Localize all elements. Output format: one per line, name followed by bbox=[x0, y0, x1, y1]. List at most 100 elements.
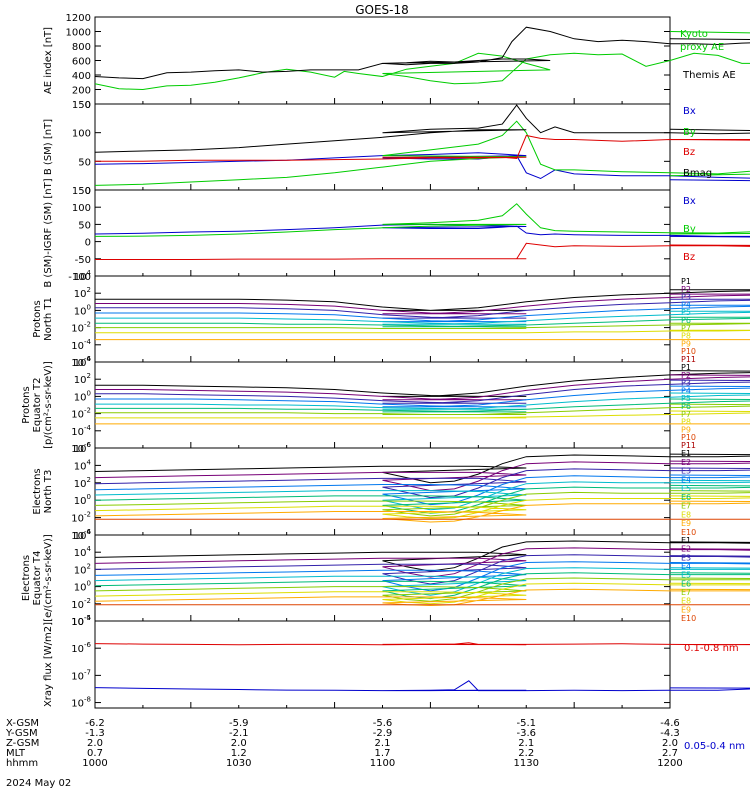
legend-entry-protons_t2: P9 bbox=[681, 425, 691, 434]
x-axis-row-value: 2.0 bbox=[87, 738, 103, 749]
series-line-b_igrf-bz bbox=[95, 242, 750, 260]
series-line-protons_t1-p2 bbox=[95, 293, 750, 315]
series-line-electrons_t3-e7 bbox=[94, 490, 750, 517]
y-tick-label-protons_t1: 100 bbox=[74, 303, 91, 317]
legend-entry-electrons_t4: E10 bbox=[681, 614, 696, 623]
y-axis-label-text: B (SM) [nT] bbox=[43, 119, 54, 175]
x-axis-row-value: 0.7 bbox=[87, 748, 103, 759]
y-tick-label-b_igrf: 100 bbox=[72, 203, 91, 214]
y-tick-label-protons_t2: 10-4 bbox=[71, 424, 91, 438]
plot-title: GOES-18 bbox=[355, 3, 409, 17]
y-tick-label-electrons_t3: 102 bbox=[74, 476, 91, 490]
y-tick-label-protons_t2: 100 bbox=[74, 389, 91, 403]
x-axis-row-value: 1200 bbox=[657, 758, 682, 769]
legend-entry-electrons_t4: E1 bbox=[681, 536, 691, 545]
y-tick-label-xray: 10-6 bbox=[71, 641, 91, 655]
series-line-electrons_t4-e8 bbox=[94, 582, 750, 605]
y-axis-label-protons_t2: Protons Equator T2 [p/(cm²-s-sr-keV)] bbox=[21, 361, 54, 449]
y-axis-label-b_sm: B (SM) [nT] bbox=[43, 119, 54, 175]
x-axis-row-value: -5.9 bbox=[229, 718, 249, 729]
series-line-b_igrf-by bbox=[94, 203, 750, 237]
legend-entry-protons_t2: P6 bbox=[681, 402, 691, 411]
y-axis-label-text: [p/(cm²-s-sr-keV)] bbox=[43, 361, 54, 449]
panel-frame-protons_t2 bbox=[94, 361, 671, 449]
legend-entry-protons_t2: P1 bbox=[681, 363, 691, 372]
legend-entry-b_igrf: By bbox=[683, 224, 696, 235]
y-tick-label-b_sm: 100 bbox=[72, 129, 91, 140]
legend-entry-electrons_t4: E3 bbox=[681, 553, 691, 562]
x-axis-row-value: 1100 bbox=[370, 758, 395, 769]
legend-entry-b_sm: Bmag bbox=[683, 168, 712, 179]
y-tick-label-protons_t1: 10-6 bbox=[71, 355, 91, 369]
x-axis-row-value: -5.1 bbox=[516, 718, 536, 729]
legend-entry-electrons_t3: E10 bbox=[681, 528, 696, 537]
legend-entry-electrons_t3: E6 bbox=[681, 493, 691, 502]
x-axis-date: 2024 May 02 bbox=[6, 778, 71, 789]
y-tick-label-protons_t1: 104 bbox=[74, 269, 92, 283]
y-axis-label-electrons_t4: Electrons Equator T4 [e/(cm²-s-sr-keV)] bbox=[21, 534, 54, 622]
legend-entry-electrons_t4: E8 bbox=[681, 597, 691, 606]
y-tick-label-electrons_t4: 104 bbox=[74, 545, 92, 559]
y-tick-label-ae: 800 bbox=[72, 42, 91, 53]
series-line-electrons_t3-e5 bbox=[94, 479, 750, 511]
y-tick-label-electrons_t4: 10-4 bbox=[71, 614, 91, 628]
y-axis-label-electrons_t3: Electrons North T3 bbox=[32, 468, 54, 514]
legend-entry-protons_t2: P10 bbox=[681, 433, 696, 442]
panel-frame-b_igrf bbox=[94, 189, 671, 277]
y-tick-label-protons_t2: 104 bbox=[74, 355, 92, 369]
legend-entry-ae: Themis AE bbox=[682, 70, 736, 81]
series-line-b_sm-bz bbox=[95, 134, 750, 162]
legend-entry-b_sm: Bx bbox=[683, 106, 696, 117]
x-axis-row-value: 2.0 bbox=[231, 738, 247, 749]
legend-entry-electrons_t3: E5 bbox=[681, 484, 691, 493]
y-tick-label-electrons_t3: 100 bbox=[74, 493, 91, 507]
y-axis-label-text: [e/(cm²-s-sr-keV)] bbox=[43, 534, 54, 622]
x-axis-row-value: 1.2 bbox=[231, 748, 247, 759]
y-tick-label-b_sm: 150 bbox=[72, 100, 91, 111]
x-axis-row-value: -5.6 bbox=[373, 718, 393, 729]
y-tick-label-electrons_t4: 100 bbox=[74, 580, 91, 594]
series-line-electrons_t4-e4 bbox=[94, 561, 750, 592]
y-tick-label-electrons_t3: 106 bbox=[74, 441, 92, 455]
y-tick-label-b_sm: 50 bbox=[78, 157, 91, 168]
y-tick-label-protons_t1: 102 bbox=[74, 286, 91, 300]
series-line-protons_t1-p7 bbox=[95, 322, 750, 329]
y-tick-label-protons_t2: 102 bbox=[74, 372, 91, 386]
series-line-protons_t2-p2 bbox=[95, 374, 750, 401]
y-axis-label-ae: AE index [nT] bbox=[43, 27, 54, 94]
x-axis-row-value: -4.6 bbox=[660, 718, 680, 729]
legend-entry-protons_t2: P5 bbox=[681, 394, 691, 403]
x-axis-row-value: 2.7 bbox=[662, 748, 678, 759]
series-line-protons_t2-p4 bbox=[95, 385, 750, 408]
panel-frame-protons_t1 bbox=[94, 275, 671, 363]
legend-entry-protons_t1: P2 bbox=[681, 285, 691, 294]
y-axis-label-text: Electrons bbox=[32, 468, 43, 514]
series-line-xray-00504nm bbox=[94, 680, 750, 692]
y-axis-label-text: B (SM)-IGRF (SM) [nT] bbox=[43, 178, 54, 287]
legend-entry-protons_t2: P2 bbox=[681, 371, 691, 380]
y-axis-label-xray: Xray flux [W/m2] bbox=[43, 622, 54, 707]
y-axis-label-text: North T3 bbox=[43, 470, 54, 514]
x-axis-row-label: Y-GSM bbox=[5, 728, 38, 739]
legend-entry-electrons_t4: E5 bbox=[681, 571, 691, 580]
legend-entry-protons_t2: P11 bbox=[681, 441, 696, 450]
y-tick-label-protons_t1: 10-2 bbox=[71, 321, 91, 335]
y-tick-label-ae: 1000 bbox=[66, 28, 91, 39]
y-tick-label-ae: 200 bbox=[72, 86, 91, 97]
y-tick-label-xray: 10-5 bbox=[71, 614, 91, 628]
series-line-protons_t2-p8 bbox=[95, 410, 750, 419]
y-axis-label-text: Protons bbox=[21, 386, 32, 423]
x-axis-row-value: 1.7 bbox=[375, 748, 391, 759]
y-tick-label-xray: 10-7 bbox=[71, 668, 91, 682]
x-axis-row-value: 2.1 bbox=[518, 738, 534, 749]
y-tick-label-ae: 0 bbox=[85, 100, 91, 111]
y-tick-label-xray: 10-8 bbox=[71, 696, 91, 710]
series-line-electrons_t4-e7 bbox=[94, 577, 750, 602]
legend-entry-electrons_t3: E7 bbox=[681, 502, 691, 511]
legend-entry-protons_t1: P10 bbox=[681, 347, 696, 356]
x-axis-row-label: Z-GSM bbox=[6, 738, 39, 749]
legend-entry-electrons_t3: E8 bbox=[681, 510, 691, 519]
y-tick-label-b_igrf: -50 bbox=[75, 255, 91, 266]
x-axis-row-value: 1130 bbox=[514, 758, 539, 769]
